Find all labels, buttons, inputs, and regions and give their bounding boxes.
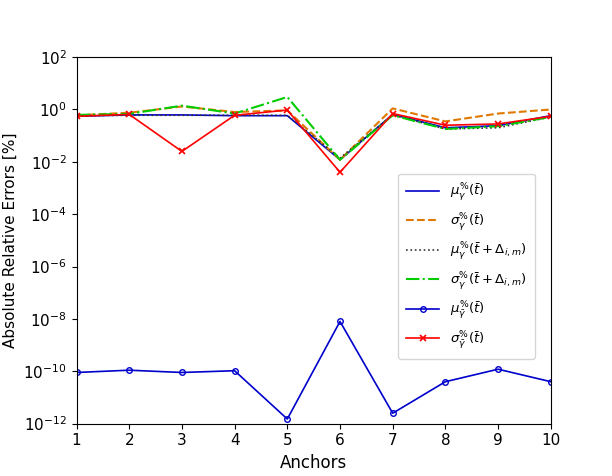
$\mu_{\gamma}^{\%}(\bar{t})$ bbox=[231, 113, 238, 119]
$\mu_{\gamma}^{\%}(\bar{t})$ bbox=[547, 113, 554, 119]
$\mu_{\gamma}^{\%}(\bar{t})$ bbox=[125, 112, 133, 118]
$\mu_{\gamma}^{\%}(\bar{t})$ bbox=[389, 111, 397, 117]
$\mu_{\bar{\gamma}}^{\%}(\bar{t})$ bbox=[178, 370, 185, 376]
$\mu_{\gamma}^{\%}(\bar{t}+\Delta_{i,m})$ bbox=[283, 112, 291, 118]
$\sigma_{\gamma}^{\%}(\bar{t})$ bbox=[125, 110, 133, 116]
$\sigma_{\bar{\gamma}}^{\%}(\bar{t})$ bbox=[73, 113, 80, 119]
Legend: $\mu_{\gamma}^{\%}(\bar{t})$, $\sigma_{\gamma}^{\%}(\bar{t})$, $\mu_{\gamma}^{\%: $\mu_{\gamma}^{\%}(\bar{t})$, $\sigma_{\… bbox=[398, 174, 535, 358]
$\sigma_{\gamma}^{\%}(\bar{t})$ bbox=[389, 106, 397, 111]
$\mu_{\gamma}^{\%}(\bar{t}+\Delta_{i,m})$ bbox=[125, 112, 133, 118]
X-axis label: Anchors: Anchors bbox=[280, 454, 347, 472]
Line: $\mu_{\gamma}^{\%}(\bar{t}+\Delta_{i,m})$: $\mu_{\gamma}^{\%}(\bar{t}+\Delta_{i,m})… bbox=[76, 115, 551, 158]
$\mu_{\gamma}^{\%}(\bar{t})$ bbox=[494, 123, 502, 129]
$\mu_{\gamma}^{\%}(\bar{t}+\Delta_{i,m})$ bbox=[547, 114, 554, 120]
Line: $\sigma_{\gamma}^{\%}(\bar{t})$: $\sigma_{\gamma}^{\%}(\bar{t})$ bbox=[76, 107, 551, 160]
$\mu_{\gamma}^{\%}(\bar{t}+\Delta_{i,m})$ bbox=[337, 155, 344, 161]
$\sigma_{\gamma}^{\%}(\bar{t}+\Delta_{i,m})$ bbox=[283, 94, 291, 100]
$\sigma_{\gamma}^{\%}(\bar{t})$ bbox=[73, 112, 80, 118]
$\sigma_{\gamma}^{\%}(\bar{t}+\Delta_{i,m})$ bbox=[337, 157, 344, 163]
$\mu_{\gamma}^{\%}(\bar{t}+\Delta_{i,m})$ bbox=[73, 113, 80, 119]
$\mu_{\gamma}^{\%}(\bar{t})$ bbox=[337, 157, 344, 163]
$\mu_{\gamma}^{\%}(\bar{t})$ bbox=[442, 125, 449, 130]
$\mu_{\bar{\gamma}}^{\%}(\bar{t})$ bbox=[442, 379, 449, 385]
$\sigma_{\bar{\gamma}}^{\%}(\bar{t})$ bbox=[442, 122, 449, 128]
$\sigma_{\bar{\gamma}}^{\%}(\bar{t})$ bbox=[178, 149, 185, 154]
$\mu_{\bar{\gamma}}^{\%}(\bar{t})$ bbox=[494, 367, 502, 372]
$\mu_{\gamma}^{\%}(\bar{t})$ bbox=[73, 113, 80, 119]
Line: $\mu_{\gamma}^{\%}(\bar{t})$: $\mu_{\gamma}^{\%}(\bar{t})$ bbox=[76, 114, 551, 160]
$\sigma_{\gamma}^{\%}(\bar{t})$ bbox=[442, 119, 449, 124]
$\mu_{\gamma}^{\%}(\bar{t}+\Delta_{i,m})$ bbox=[231, 112, 238, 118]
$\sigma_{\gamma}^{\%}(\bar{t})$ bbox=[178, 104, 185, 109]
$\sigma_{\gamma}^{\%}(\bar{t})$ bbox=[547, 107, 554, 112]
$\sigma_{\gamma}^{\%}(\bar{t})$ bbox=[283, 108, 291, 113]
$\mu_{\gamma}^{\%}(\bar{t}+\Delta_{i,m})$ bbox=[389, 112, 397, 118]
$\sigma_{\bar{\gamma}}^{\%}(\bar{t})$ bbox=[125, 111, 133, 117]
$\sigma_{\bar{\gamma}}^{\%}(\bar{t})$ bbox=[494, 121, 502, 127]
$\mu_{\gamma}^{\%}(\bar{t})$ bbox=[178, 112, 185, 118]
$\sigma_{\gamma}^{\%}(\bar{t}+\Delta_{i,m})$ bbox=[389, 112, 397, 118]
Line: $\sigma_{\bar{\gamma}}^{\%}(\bar{t})$: $\sigma_{\bar{\gamma}}^{\%}(\bar{t})$ bbox=[73, 107, 554, 175]
$\sigma_{\gamma}^{\%}(\bar{t})$ bbox=[231, 109, 238, 115]
Y-axis label: Absolute Relative Errors [%]: Absolute Relative Errors [%] bbox=[3, 133, 18, 348]
$\sigma_{\bar{\gamma}}^{\%}(\bar{t})$ bbox=[547, 113, 554, 119]
$\sigma_{\gamma}^{\%}(\bar{t}+\Delta_{i,m})$ bbox=[73, 112, 80, 118]
$\mu_{\gamma}^{\%}(\bar{t})$ bbox=[283, 113, 291, 119]
$\sigma_{\gamma}^{\%}(\bar{t}+\Delta_{i,m})$ bbox=[125, 111, 133, 117]
$\mu_{\bar{\gamma}}^{\%}(\bar{t})$ bbox=[389, 410, 397, 416]
$\mu_{\bar{\gamma}}^{\%}(\bar{t})$ bbox=[547, 379, 554, 385]
$\sigma_{\bar{\gamma}}^{\%}(\bar{t})$ bbox=[337, 169, 344, 175]
$\mu_{\bar{\gamma}}^{\%}(\bar{t})$ bbox=[231, 368, 238, 374]
$\sigma_{\gamma}^{\%}(\bar{t})$ bbox=[337, 157, 344, 163]
$\sigma_{\gamma}^{\%}(\bar{t}+\Delta_{i,m})$ bbox=[547, 114, 554, 120]
$\mu_{\bar{\gamma}}^{\%}(\bar{t})$ bbox=[283, 416, 291, 422]
$\sigma_{\bar{\gamma}}^{\%}(\bar{t})$ bbox=[231, 112, 238, 118]
$\sigma_{\bar{\gamma}}^{\%}(\bar{t})$ bbox=[283, 107, 291, 113]
$\sigma_{\gamma}^{\%}(\bar{t})$ bbox=[494, 111, 502, 117]
$\sigma_{\gamma}^{\%}(\bar{t}+\Delta_{i,m})$ bbox=[178, 103, 185, 109]
$\mu_{\gamma}^{\%}(\bar{t}+\Delta_{i,m})$ bbox=[494, 125, 502, 130]
$\sigma_{\gamma}^{\%}(\bar{t}+\Delta_{i,m})$ bbox=[494, 123, 502, 129]
Line: $\sigma_{\gamma}^{\%}(\bar{t}+\Delta_{i,m})$: $\sigma_{\gamma}^{\%}(\bar{t}+\Delta_{i,… bbox=[76, 97, 551, 160]
$\mu_{\bar{\gamma}}^{\%}(\bar{t})$ bbox=[73, 370, 80, 376]
$\mu_{\gamma}^{\%}(\bar{t}+\Delta_{i,m})$ bbox=[442, 126, 449, 132]
$\sigma_{\gamma}^{\%}(\bar{t}+\Delta_{i,m})$ bbox=[442, 126, 449, 132]
$\mu_{\gamma}^{\%}(\bar{t}+\Delta_{i,m})$ bbox=[178, 112, 185, 118]
$\sigma_{\gamma}^{\%}(\bar{t}+\Delta_{i,m})$ bbox=[231, 111, 238, 117]
$\mu_{\bar{\gamma}}^{\%}(\bar{t})$ bbox=[125, 367, 133, 373]
$\sigma_{\bar{\gamma}}^{\%}(\bar{t})$ bbox=[389, 111, 397, 117]
Line: $\mu_{\bar{\gamma}}^{\%}(\bar{t})$: $\mu_{\bar{\gamma}}^{\%}(\bar{t})$ bbox=[73, 318, 554, 422]
$\mu_{\bar{\gamma}}^{\%}(\bar{t})$ bbox=[337, 318, 344, 324]
